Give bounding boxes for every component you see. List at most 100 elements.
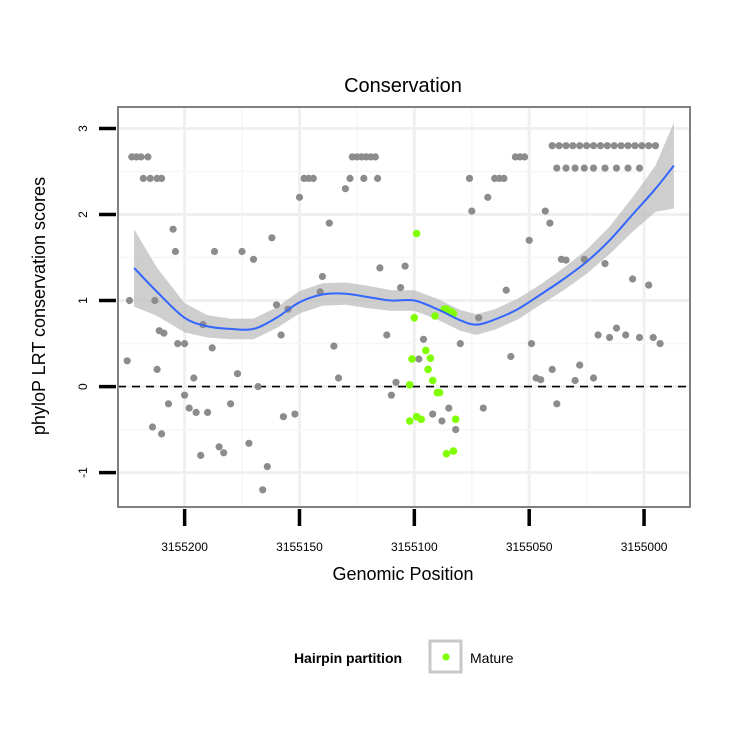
data-point [146,174,154,182]
data-point [589,374,598,382]
data-point [151,296,159,305]
data-point [576,361,584,369]
data-point [254,383,262,391]
data-point [589,142,598,150]
data-point [215,443,223,451]
x-tick-label: 3155200 [161,540,208,554]
mature-point [451,415,460,424]
data-point [645,281,653,289]
data-point [624,142,632,150]
x-tick-label: 3155050 [506,540,553,554]
mature-point [417,415,426,424]
data-point [139,174,147,182]
mature-point [405,417,414,425]
data-point [546,219,554,227]
data-point [624,164,632,172]
data-point [169,225,177,233]
data-point [635,164,644,172]
background-points [123,142,664,494]
data-point [259,486,267,494]
data-point [484,193,492,201]
data-point [612,164,621,172]
data-point [656,340,664,348]
data-point [571,376,579,385]
data-point [429,410,437,418]
data-point [475,314,483,322]
data-point [158,430,166,438]
data-point [238,247,246,256]
y-tick-label: 2 [76,211,90,218]
data-point [562,142,570,150]
data-point [249,255,258,263]
data-point [125,296,134,305]
x-tick-label: 3155100 [391,540,438,554]
ribbon-area [134,122,674,340]
data-point [272,301,281,309]
data-point [553,400,561,408]
data-point [445,404,453,412]
data-point [610,142,618,150]
data-point [500,174,508,182]
data-point [144,153,152,161]
data-point [190,374,198,382]
data-point [438,417,446,425]
data-point [502,286,510,294]
data-point [374,174,382,182]
data-point [638,142,646,150]
data-point [268,234,276,242]
data-point [164,400,173,408]
data-point [589,164,598,172]
data-point [148,423,157,431]
data-point [181,391,189,399]
data-point [401,262,409,270]
data-point [456,340,464,348]
y-tick-label: 1 [76,297,90,304]
data-point [277,331,285,339]
data-point [245,439,253,447]
data-point [601,164,609,172]
data-point [468,207,476,215]
data-point [197,451,205,459]
data-point [553,164,561,172]
data-point [387,391,395,399]
data-point [210,247,219,256]
data-point [383,331,391,339]
data-point [325,219,333,227]
data-point [606,333,614,342]
confidence-ribbon [134,122,674,340]
x-tick-label: 3155150 [276,540,323,554]
data-point [291,410,299,418]
data-point [629,275,637,283]
data-point [208,344,216,352]
data-point [562,164,570,172]
y-tick-label: 0 [76,383,90,390]
data-point [233,370,242,378]
data-point [555,142,563,150]
data-point [548,142,556,150]
data-point [617,142,625,150]
smooth-trend-line [133,164,675,331]
data-point [651,142,660,150]
data-point [541,207,549,215]
data-point [537,376,545,384]
data-point [583,142,591,150]
mature-point [408,355,416,363]
data-point [392,378,400,386]
legend-mature-label: Mature [470,650,514,666]
mature-point [424,365,432,374]
data-point [569,142,577,150]
y-axis-title: phyloP LRT conservation scores [29,177,49,435]
data-point [171,247,179,256]
data-point [174,340,182,348]
data-point [160,329,168,337]
data-point [631,142,639,150]
mature-point [426,354,435,363]
data-point [376,264,384,272]
data-point [548,365,556,373]
mature-point [431,312,439,320]
data-point [596,142,605,150]
mature-point [442,449,451,458]
data-point [521,153,529,161]
x-axis-title: Genomic Position [332,564,473,584]
